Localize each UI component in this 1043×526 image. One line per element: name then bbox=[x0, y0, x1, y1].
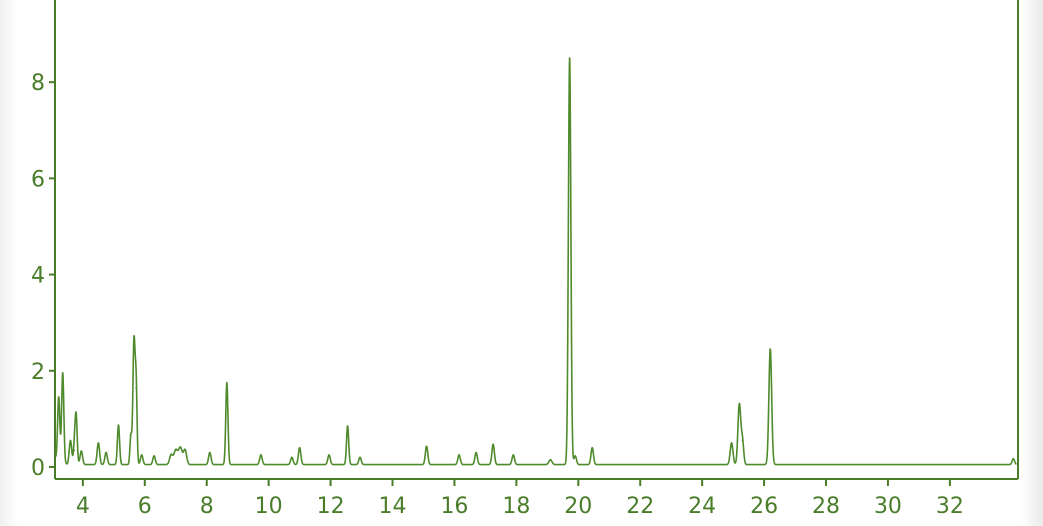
peak-point bbox=[105, 451, 107, 454]
right-edge-shade bbox=[1021, 0, 1043, 526]
peak-point bbox=[80, 450, 83, 452]
peak-point bbox=[568, 57, 571, 59]
peak-point bbox=[209, 451, 211, 454]
peak-point bbox=[574, 455, 577, 457]
peak-point bbox=[298, 446, 301, 449]
x-tick-label: 16 bbox=[440, 494, 468, 519]
peak-point bbox=[425, 445, 428, 448]
y-tick-label: 8 bbox=[31, 71, 45, 96]
peak-point bbox=[475, 451, 477, 454]
peak-point bbox=[135, 386, 137, 389]
x-tick-label: 8 bbox=[200, 494, 214, 519]
peak-point bbox=[133, 341, 135, 343]
peak-point bbox=[549, 458, 552, 461]
y-tick-label: 6 bbox=[31, 167, 45, 192]
x-tick-label: 20 bbox=[564, 494, 592, 519]
peak-point bbox=[769, 348, 772, 350]
peak-point bbox=[170, 454, 172, 456]
peak-point bbox=[346, 425, 349, 427]
y-tick-label: 0 bbox=[31, 456, 45, 481]
left-edge-shade bbox=[0, 0, 18, 526]
peak-point bbox=[69, 439, 72, 442]
peak-point bbox=[61, 374, 64, 377]
peak-point bbox=[1012, 457, 1015, 460]
peak-point bbox=[492, 443, 494, 446]
peak-point bbox=[153, 455, 155, 457]
peak-point bbox=[97, 442, 100, 444]
peak-point bbox=[140, 454, 143, 456]
peak-point bbox=[359, 456, 361, 459]
x-tick-label: 32 bbox=[936, 494, 964, 519]
x-tick-label: 12 bbox=[317, 494, 345, 519]
x-tick-label: 10 bbox=[255, 494, 283, 519]
peak-point bbox=[179, 446, 182, 449]
peak-point bbox=[730, 442, 733, 444]
x-tick-label: 26 bbox=[750, 494, 778, 519]
x-tick-label: 4 bbox=[76, 494, 90, 519]
peak-point bbox=[512, 454, 515, 456]
x-tick-label: 28 bbox=[812, 494, 840, 519]
series-group bbox=[54, 57, 1018, 466]
x-tick-label: 18 bbox=[502, 494, 530, 519]
peak-point bbox=[591, 446, 594, 449]
y-tick-label: 4 bbox=[31, 264, 45, 289]
peak-point bbox=[738, 403, 741, 406]
y-axis: 0 2 4 6 8 bbox=[31, 0, 56, 481]
x-tick-label: 30 bbox=[874, 494, 902, 519]
peak-point bbox=[260, 454, 262, 456]
peak-point bbox=[57, 401, 60, 403]
x-axis: 4 6 8 10 12 14 16 18 20 22 24 26 28 30 32 bbox=[55, 478, 1018, 519]
peak-point bbox=[328, 454, 330, 456]
peak-point bbox=[226, 381, 228, 384]
y-tick-label: 2 bbox=[31, 360, 45, 385]
peak-point bbox=[184, 449, 186, 451]
x-tick-label: 14 bbox=[379, 494, 407, 519]
peak-point bbox=[117, 424, 120, 426]
peak-point bbox=[458, 454, 460, 456]
x-tick-label: 22 bbox=[626, 494, 654, 519]
peak-point bbox=[75, 413, 77, 415]
peak-point bbox=[291, 456, 293, 459]
chromatogram-trace bbox=[54, 57, 1018, 466]
x-tick-label: 6 bbox=[138, 494, 152, 519]
peak-point bbox=[73, 449, 75, 451]
peak-point bbox=[130, 434, 132, 437]
peak-point bbox=[741, 439, 744, 442]
x-tick-label: 24 bbox=[688, 494, 716, 519]
peak-point bbox=[174, 449, 177, 451]
